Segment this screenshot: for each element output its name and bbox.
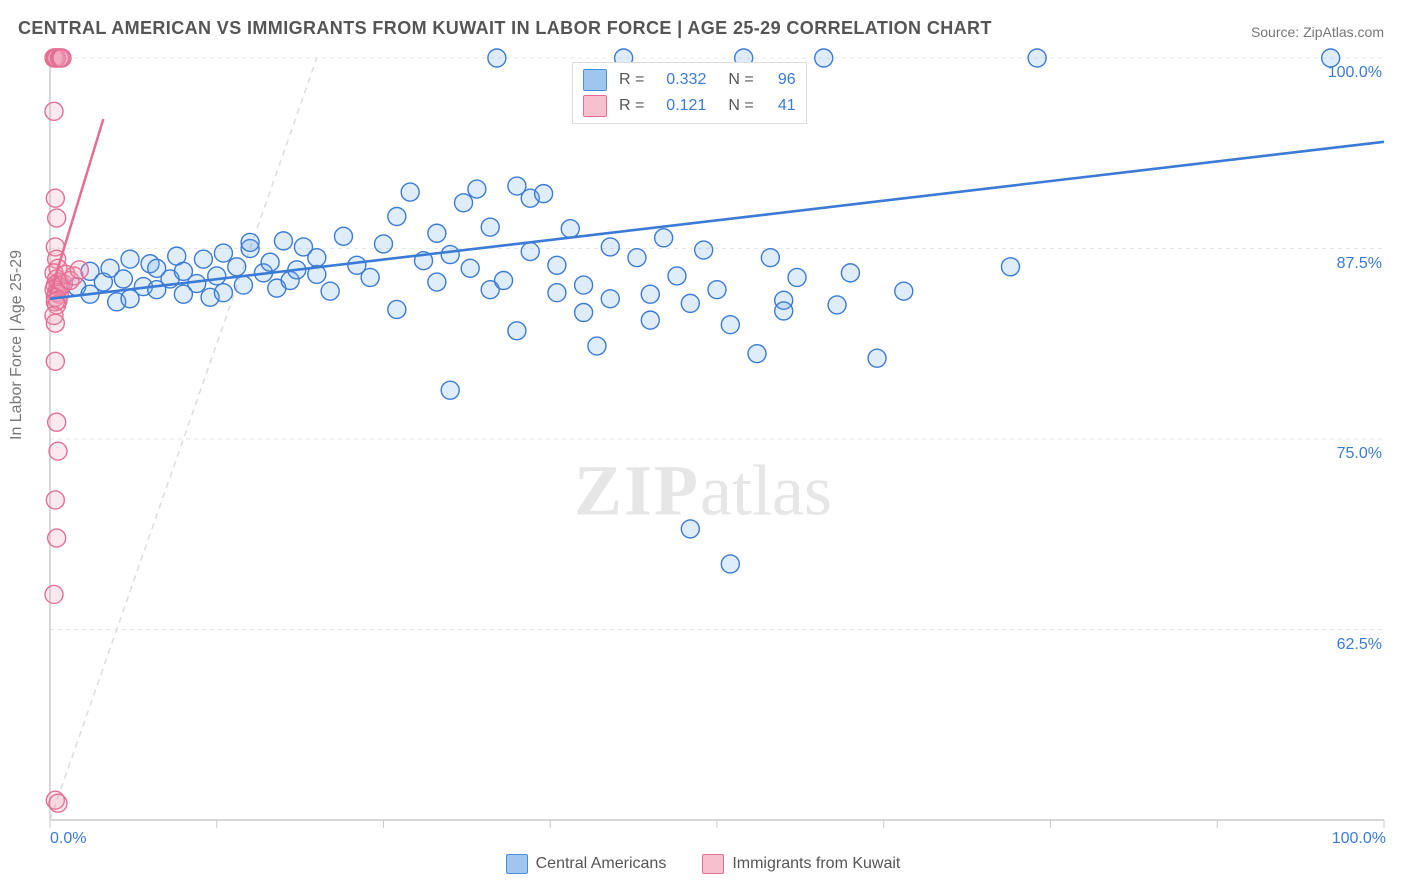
corr-swatch: [583, 95, 607, 117]
correlation-legend: R =0.332N =96R =0.121N =41: [572, 62, 807, 124]
corr-legend-row: R =0.121N =41: [583, 93, 796, 119]
scatter-plot: [0, 0, 1406, 892]
corr-legend-row: R =0.332N =96: [583, 67, 796, 93]
y-tick: 75.0%: [1337, 445, 1382, 463]
y-tick: 87.5%: [1337, 255, 1382, 273]
corr-swatch: [583, 69, 607, 91]
y-tick: 100.0%: [1328, 64, 1382, 82]
y-tick: 62.5%: [1337, 636, 1382, 654]
